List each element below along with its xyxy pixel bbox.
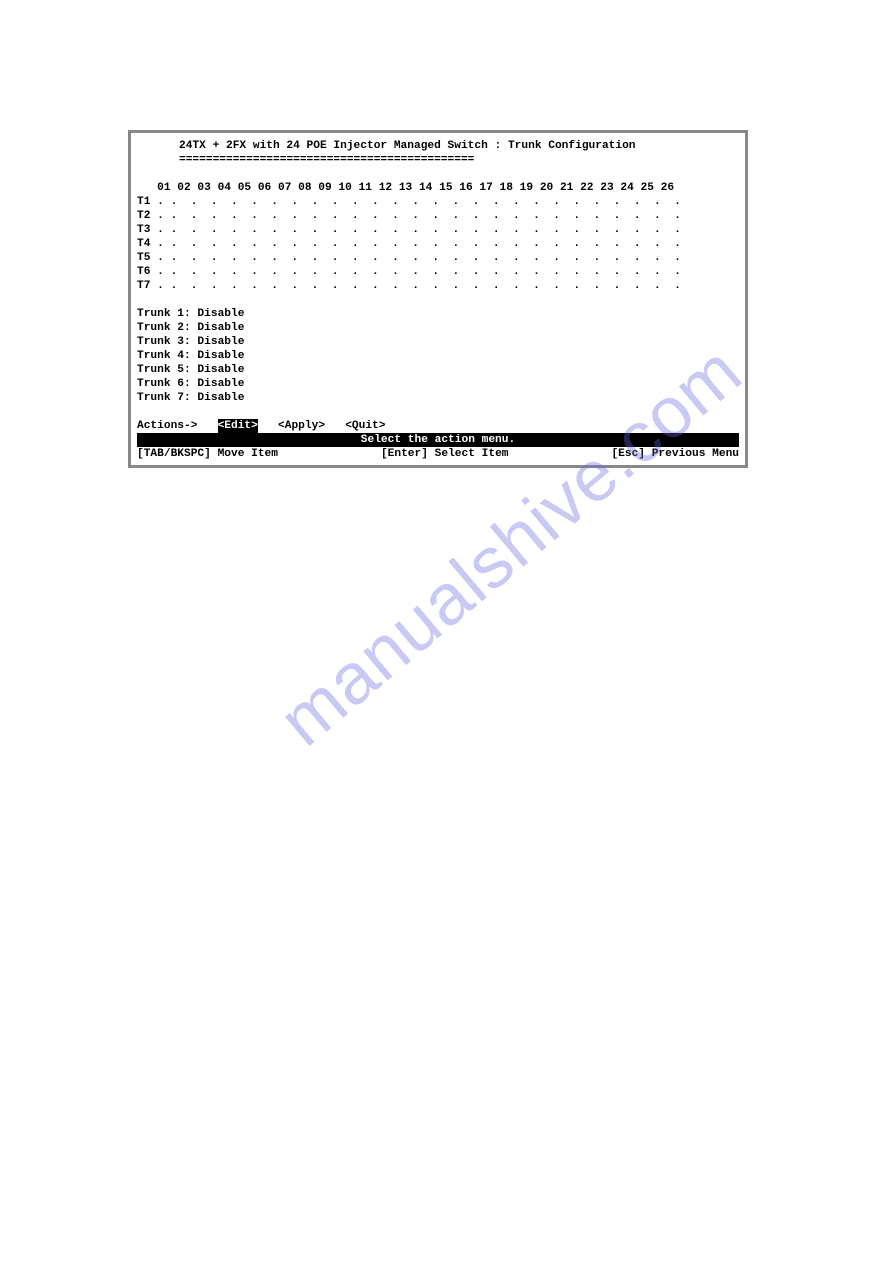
trunk-row-t4[interactable]: T4 . . . . . . . . . . . . . . . . . . .… — [137, 237, 739, 251]
hint-previous-menu: [Esc] Previous Menu — [611, 447, 739, 461]
status-bar: Select the action menu. — [137, 433, 739, 447]
trunk-row-t1[interactable]: T1 . . . . . . . . . . . . . . . . . . .… — [137, 195, 739, 209]
trunk-status-7: Trunk 7: Disable — [137, 391, 739, 405]
trunk-row-t3[interactable]: T3 . . . . . . . . . . . . . . . . . . .… — [137, 223, 739, 237]
terminal-window: 24TX + 2FX with 24 POE Injector Managed … — [128, 130, 748, 468]
page-title: 24TX + 2FX with 24 POE Injector Managed … — [137, 139, 739, 153]
quit-action[interactable]: <Quit> — [345, 419, 385, 433]
blank-line — [137, 405, 739, 419]
trunk-status-5: Trunk 5: Disable — [137, 363, 739, 377]
hint-move-item: [TAB/BKSPC] Move Item — [137, 447, 278, 461]
trunk-status-1: Trunk 1: Disable — [137, 307, 739, 321]
actions-label: Actions-> — [137, 419, 218, 433]
title-divider: ========================================… — [137, 153, 739, 167]
actions-row: Actions-> <Edit> <Apply> <Quit> — [137, 419, 739, 433]
trunk-status-2: Trunk 2: Disable — [137, 321, 739, 335]
blank-line — [137, 167, 739, 181]
apply-action[interactable]: <Apply> — [278, 419, 325, 433]
port-header-row: 01 02 03 04 05 06 07 08 09 10 11 12 13 1… — [137, 181, 739, 195]
trunk-status-3: Trunk 3: Disable — [137, 335, 739, 349]
hint-row: [TAB/BKSPC] Move Item [Enter] Select Ite… — [137, 447, 739, 461]
trunk-row-t5[interactable]: T5 . . . . . . . . . . . . . . . . . . .… — [137, 251, 739, 265]
trunk-row-t6[interactable]: T6 . . . . . . . . . . . . . . . . . . .… — [137, 265, 739, 279]
trunk-status-4: Trunk 4: Disable — [137, 349, 739, 363]
hint-select-item: [Enter] Select Item — [381, 447, 509, 461]
trunk-row-t7[interactable]: T7 . . . . . . . . . . . . . . . . . . .… — [137, 279, 739, 293]
trunk-status-6: Trunk 6: Disable — [137, 377, 739, 391]
trunk-row-t2[interactable]: T2 . . . . . . . . . . . . . . . . . . .… — [137, 209, 739, 223]
edit-action[interactable]: <Edit> — [218, 419, 258, 433]
blank-line — [137, 293, 739, 307]
